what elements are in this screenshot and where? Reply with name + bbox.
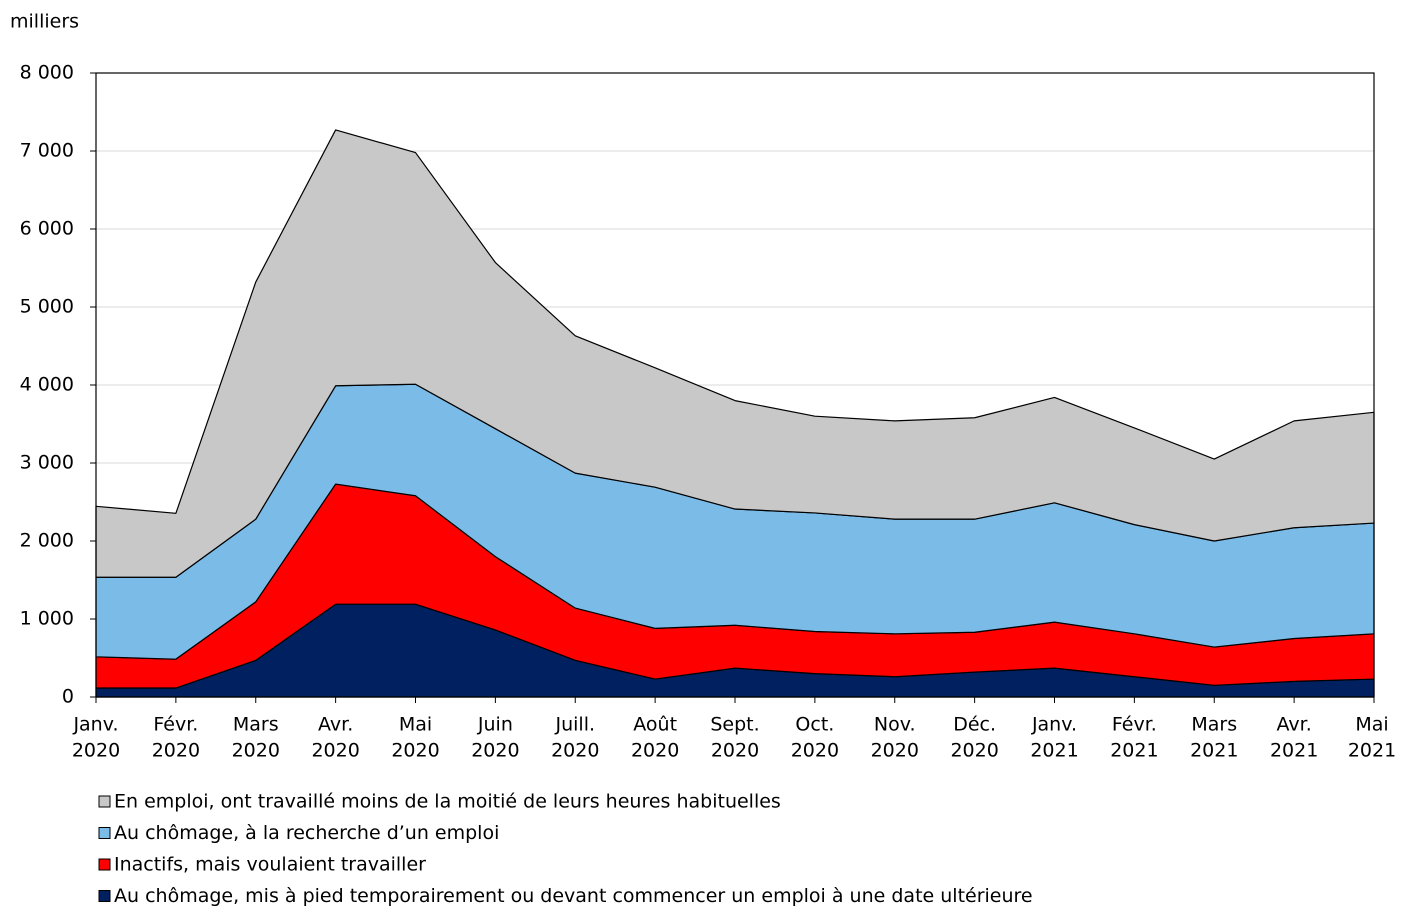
y-axis-label: milliers bbox=[10, 11, 79, 33]
x-tick-label: 2020 bbox=[232, 740, 280, 762]
x-tick-label: 2020 bbox=[311, 740, 359, 762]
legend-label: Au chômage, mis à pied temporairement ou… bbox=[114, 885, 1033, 907]
y-tick-label: 1 000 bbox=[20, 608, 74, 630]
x-tick-label: 2020 bbox=[72, 740, 120, 762]
x-tick-label: Oct. bbox=[795, 714, 834, 736]
x-tick-label: 2021 bbox=[1030, 740, 1078, 762]
x-tick-label: Janv. bbox=[1031, 714, 1077, 736]
x-tick-label: Févr. bbox=[1112, 714, 1157, 736]
x-tick-label: Août bbox=[633, 714, 677, 736]
y-tick-label: 3 000 bbox=[20, 452, 74, 474]
x-tick-label: 2020 bbox=[950, 740, 998, 762]
x-tick-label: Févr. bbox=[153, 714, 198, 736]
x-tick-label: Mars bbox=[1191, 714, 1237, 736]
x-tick-label: 2020 bbox=[791, 740, 839, 762]
x-tick-label: 2020 bbox=[711, 740, 759, 762]
legend-swatch bbox=[98, 795, 111, 808]
legend-label: En emploi, ont travaillé moins de la moi… bbox=[114, 791, 781, 813]
y-tick-label: 8 000 bbox=[20, 62, 74, 84]
x-tick-label: 2021 bbox=[1270, 740, 1318, 762]
x-tick-label: Juill. bbox=[554, 714, 595, 736]
legend-swatch bbox=[98, 890, 111, 902]
x-tick-label: Mai bbox=[1355, 714, 1388, 736]
x-tick-label: Janv. bbox=[72, 714, 118, 736]
x-tick-label: 2020 bbox=[631, 740, 679, 762]
y-tick-label: 4 000 bbox=[20, 374, 74, 396]
y-tick-label: 5 000 bbox=[20, 296, 74, 318]
x-tick-label: Mars bbox=[233, 714, 279, 736]
x-tick-label: Nov. bbox=[874, 714, 916, 736]
x-tick-label: 2020 bbox=[551, 740, 599, 762]
x-tick-label: Juin bbox=[477, 714, 513, 736]
x-tick-label: Sept. bbox=[710, 714, 759, 736]
x-tick-label: Avr. bbox=[318, 714, 353, 736]
x-tick-label: 2021 bbox=[1190, 740, 1238, 762]
x-tick-label: Déc. bbox=[953, 714, 996, 736]
x-tick-label: Mai bbox=[399, 714, 432, 736]
legend-label: Au chômage, à la recherche d’un emploi bbox=[114, 822, 499, 844]
y-tick-label: 7 000 bbox=[20, 140, 74, 162]
y-tick-label: 0 bbox=[62, 686, 74, 708]
legend-swatch bbox=[98, 858, 111, 871]
legend-swatch bbox=[98, 827, 111, 839]
legend-label: Inactifs, mais voulaient travailler bbox=[114, 854, 426, 876]
x-tick-label: 2021 bbox=[1348, 740, 1396, 762]
x-tick-label: 2020 bbox=[152, 740, 200, 762]
x-tick-label: 2020 bbox=[391, 740, 439, 762]
x-tick-label: 2020 bbox=[871, 740, 919, 762]
y-tick-label: 2 000 bbox=[20, 530, 74, 552]
y-tick-label: 6 000 bbox=[20, 218, 74, 240]
x-tick-label: 2020 bbox=[471, 740, 519, 762]
x-tick-label: 2021 bbox=[1110, 740, 1158, 762]
x-tick-label: Avr. bbox=[1277, 714, 1312, 736]
